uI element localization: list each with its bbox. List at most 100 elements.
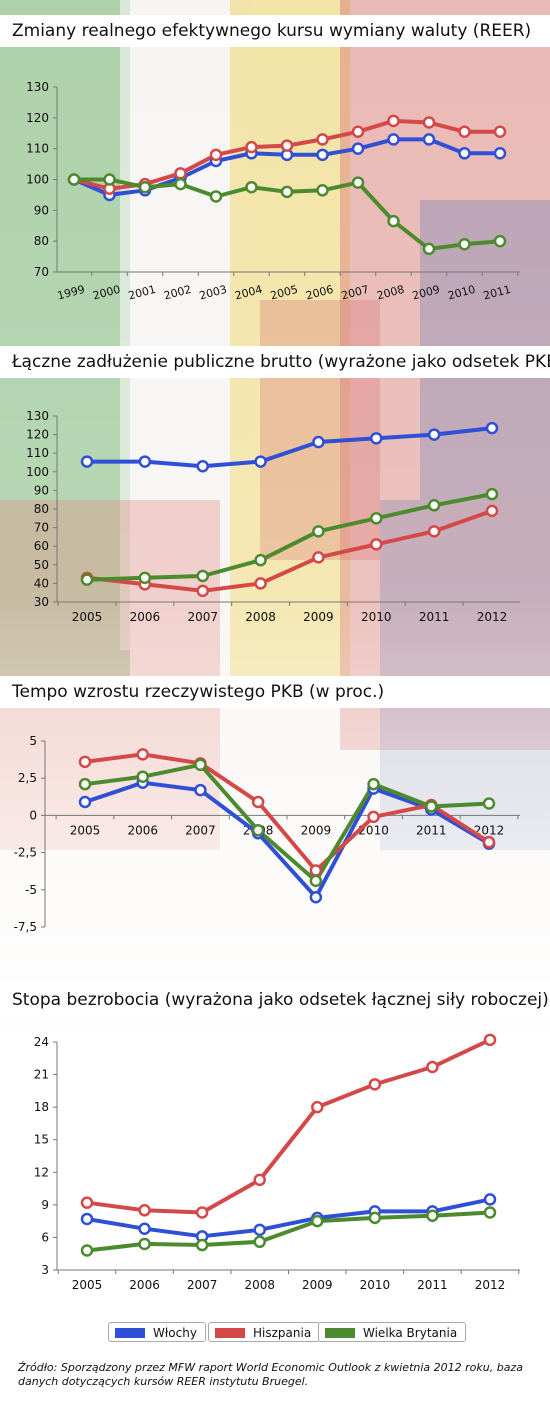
data-point-italy: [253, 1223, 266, 1237]
x-tick-label: 2010: [360, 1278, 391, 1292]
data-point-uk: [136, 770, 149, 783]
unemployment-line-chart: 3 6 9 12 15 18 21 24 2005 2006 2007 2008 2009 2010 201…: [34, 1033, 520, 1292]
y-tick-label: 70: [34, 265, 49, 279]
y-tick-label: 120: [26, 111, 49, 125]
data-point-spain: [245, 140, 258, 154]
data-point-spain: [370, 538, 383, 551]
series-line-italy: [85, 426, 494, 469]
data-point-italy: [316, 148, 329, 162]
data-point-uk: [483, 1206, 497, 1219]
data-point-italy: [80, 1212, 94, 1226]
y-tick-label: 70: [34, 521, 49, 535]
data-point-italy: [458, 147, 471, 160]
gdp-line-chart: 52,50-2,5-5-7,52005200620072008200920102…: [14, 734, 520, 934]
data-point-spain: [309, 864, 323, 877]
data-point-uk: [387, 214, 400, 228]
data-point-uk: [195, 1238, 209, 1252]
chart-title-reer: Zmiany realnego efektywnego kursu wymian…: [0, 15, 550, 47]
data-point-italy: [427, 428, 441, 441]
y-tick-label: 15: [34, 1133, 49, 1147]
y-tick-label: 21: [34, 1068, 49, 1082]
data-point-uk: [425, 800, 438, 813]
data-point-spain: [196, 584, 209, 598]
y-tick-label: 50: [34, 558, 49, 572]
series-line-uk: [85, 492, 494, 582]
y-tick-label: 30: [34, 595, 49, 609]
chart-title-text: Łączne zadłużenie publiczne brutto (wyra…: [12, 352, 550, 372]
data-point-spain: [482, 835, 496, 849]
data-point-uk: [254, 553, 267, 567]
legend-swatch-spain: [215, 1327, 245, 1338]
legend-item-spain: Hiszpania: [208, 1322, 321, 1342]
y-tick-label: 12: [34, 1165, 49, 1179]
data-point-italy: [138, 455, 152, 468]
data-point-uk: [80, 1244, 94, 1257]
y-tick-label: -2,5: [14, 846, 37, 860]
y-tick-label: 40: [34, 576, 49, 590]
x-tick-label: 2009: [411, 283, 441, 303]
data-point-spain: [493, 125, 507, 138]
data-point-spain: [174, 167, 187, 180]
x-tick-label: 2006: [129, 1278, 160, 1292]
data-point-uk: [351, 176, 365, 189]
data-point-italy: [387, 133, 400, 146]
x-tick-label: 2008: [245, 610, 276, 624]
data-point-spain: [251, 795, 265, 809]
legend-label: Włochy: [153, 1326, 197, 1340]
x-tick-label: 2011: [417, 1278, 448, 1292]
data-point-spain: [280, 139, 294, 152]
x-tick-label: 2009: [301, 823, 332, 837]
data-point-spain: [209, 148, 223, 162]
data-point-spain: [458, 125, 471, 138]
data-point-uk: [138, 1237, 151, 1251]
y-tick-label: 5: [29, 734, 37, 748]
data-point-spain: [316, 133, 329, 146]
data-point-spain: [427, 525, 441, 538]
x-tick-label: 2005: [72, 1278, 103, 1292]
data-point-italy: [309, 890, 323, 904]
data-point-uk: [367, 777, 380, 791]
x-tick-label: 2010: [358, 823, 389, 837]
data-point-italy: [196, 459, 209, 473]
y-tick-label: 90: [34, 203, 49, 217]
chart-title-unemployment: Stopa bezrobocia (wyrażona jako odsetek …: [0, 984, 550, 1016]
data-point-uk: [482, 797, 496, 810]
data-point-spain: [483, 1033, 497, 1047]
data-point-spain: [138, 1204, 151, 1217]
data-point-spain: [351, 125, 365, 138]
data-point-italy: [493, 147, 507, 160]
data-point-spain: [422, 116, 436, 129]
x-tick-label: 2009: [303, 610, 334, 624]
chart-title-text: Tempo wzrostu rzeczywistego PKB (w proc.…: [12, 682, 385, 702]
series-line-uk: [85, 1210, 492, 1253]
data-point-spain: [367, 810, 380, 824]
source-note: Źródło: Sporządzony przez MFW raport Wor…: [18, 1361, 523, 1388]
data-point-uk: [209, 190, 223, 203]
series-line-italy: [85, 1197, 492, 1239]
x-tick-label: 2005: [70, 823, 101, 837]
x-tick-label: 2000: [91, 283, 121, 303]
y-tick-label: -5: [25, 883, 37, 897]
data-point-italy: [254, 455, 267, 468]
data-point-uk: [78, 777, 92, 791]
data-point-italy: [312, 435, 325, 449]
data-point-spain: [485, 504, 499, 518]
y-tick-label: 3: [41, 1263, 49, 1277]
y-tick-label: 80: [34, 502, 49, 516]
legend-label: Hiszpania: [253, 1326, 312, 1340]
data-point-uk: [194, 758, 207, 772]
chart-title-text: Stopa bezrobocia (wyrażona jako odsetek …: [12, 990, 549, 1010]
x-tick-label: 2011: [416, 823, 447, 837]
x-tick-label: 2007: [187, 610, 218, 624]
legend-item-italy: Włochy: [108, 1322, 206, 1342]
data-point-italy: [80, 455, 94, 468]
x-tick-label: 2012: [475, 1278, 506, 1292]
legend-label: Wielka Brytania: [363, 1326, 458, 1340]
data-point-uk: [80, 573, 94, 586]
x-tick-label: 2007: [340, 283, 370, 303]
debt-line-chart: 30 40 50 60 70 80 90 100 110 120 130 2005 2006 2007 20…: [26, 409, 520, 624]
data-point-uk: [103, 173, 116, 186]
x-tick-label: 2010: [446, 283, 476, 303]
data-point-italy: [422, 133, 436, 146]
y-tick-label: 100: [26, 465, 49, 479]
